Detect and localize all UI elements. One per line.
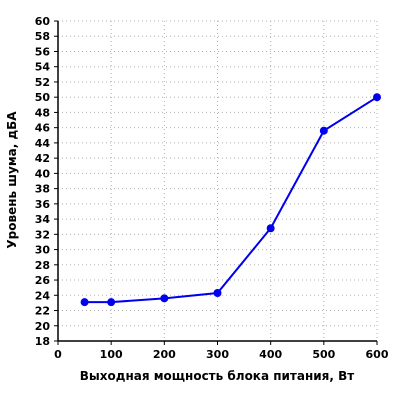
y-tick-label: 18	[35, 335, 50, 348]
x-tick-label: 300	[206, 348, 229, 361]
y-axis-ticks: 18 20 22 24 26 28 30 32 34 36 38 40 42 44 46 48 50 52 54 56…	[35, 15, 58, 348]
data-point	[266, 224, 275, 233]
y-tick-label: 54	[35, 61, 51, 74]
data-point	[213, 289, 222, 297]
y-tick-label: 46	[35, 122, 51, 135]
data-point	[319, 126, 328, 135]
data-point	[80, 298, 89, 307]
y-tick-label: 40	[35, 167, 51, 180]
y-tick-label: 38	[35, 183, 50, 196]
x-tick-label: 100	[100, 348, 123, 361]
y-tick-label: 34	[35, 213, 51, 226]
y-tick-label: 32	[35, 228, 50, 241]
x-tick-label: 400	[259, 348, 282, 361]
y-tick-label: 58	[35, 30, 50, 43]
y-tick-label: 42	[35, 152, 50, 165]
y-tick-label: 22	[35, 305, 50, 318]
y-tick-label: 36	[35, 198, 51, 211]
y-axis-label: Уровень шума, дБА	[5, 111, 19, 249]
x-axis-label: Выходная мощность блока питания, Вт	[80, 369, 355, 383]
grid	[58, 20, 378, 341]
x-tick-label: 0	[54, 348, 62, 361]
y-tick-label: 20	[35, 320, 51, 333]
x-axis-ticks: 0 100 200 300 400 500 600	[54, 341, 389, 361]
y-tick-label: 24	[35, 289, 51, 302]
data-point	[373, 93, 381, 102]
y-tick-label: 60	[35, 15, 51, 28]
y-tick-label: 50	[35, 91, 51, 104]
x-tick-label: 600	[366, 348, 389, 361]
data-point	[160, 294, 169, 303]
y-tick-label: 56	[35, 45, 51, 58]
x-tick-label: 500	[312, 348, 335, 361]
x-tick-label: 200	[153, 348, 176, 361]
y-tick-label: 26	[35, 274, 51, 287]
y-tick-label: 48	[35, 106, 50, 119]
data-point	[107, 298, 116, 307]
series-group	[80, 93, 381, 307]
y-tick-label: 28	[35, 259, 50, 272]
y-tick-label: 44	[35, 137, 51, 150]
y-tick-label: 52	[35, 76, 50, 89]
y-tick-label: 30	[35, 244, 51, 257]
